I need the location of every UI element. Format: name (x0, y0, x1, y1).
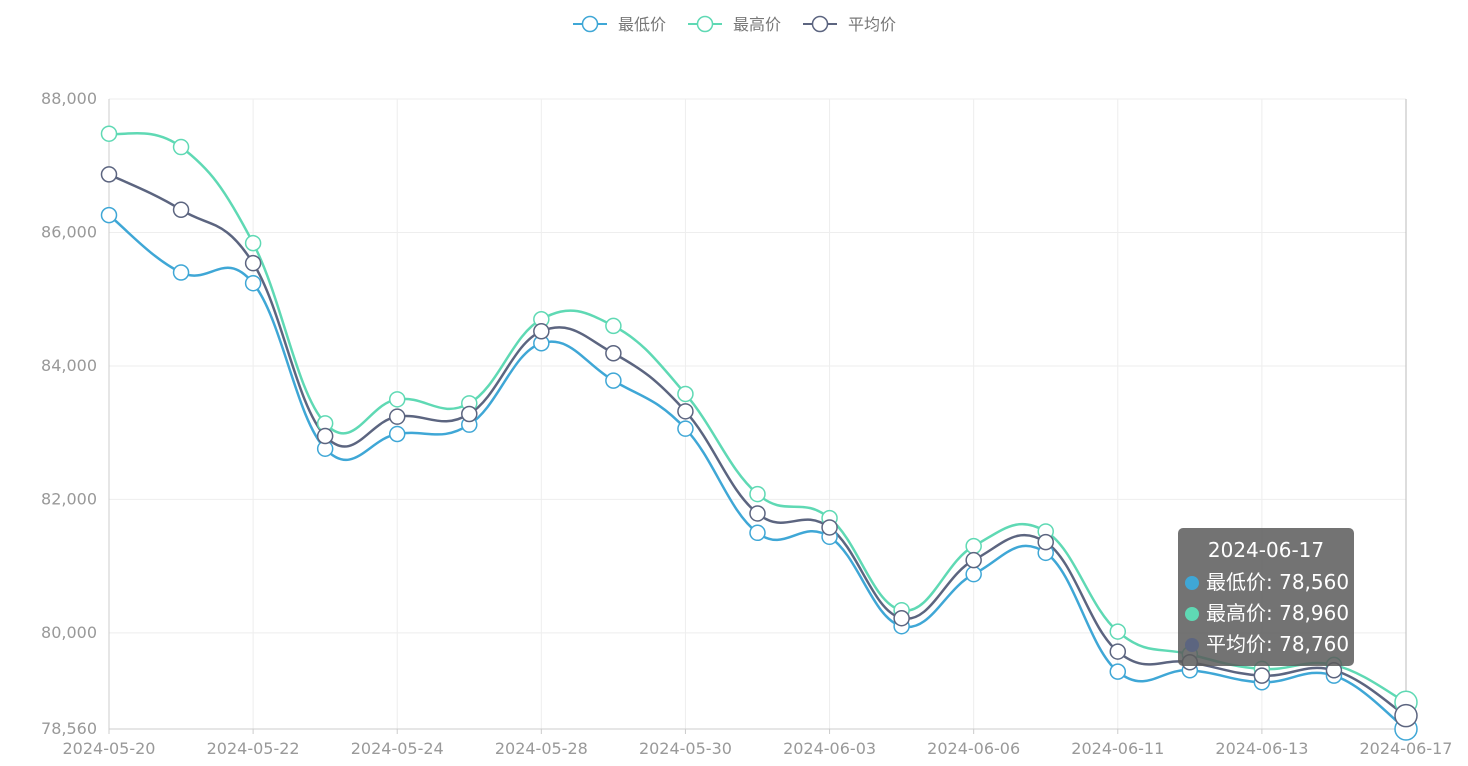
min-point[interactable] (677, 420, 694, 437)
tooltip-row-min: 最低价: 78,560 (1178, 567, 1354, 598)
legend-item-avg[interactable]: 平均价 (803, 15, 896, 34)
max-point[interactable] (172, 138, 190, 156)
tooltip-max-text: 最高价: 78,960 (1206, 601, 1350, 625)
avg-point[interactable] (677, 403, 694, 420)
tooltip-title: 2024-06-17 (1207, 538, 1325, 562)
max-point[interactable] (965, 537, 982, 555)
x-tick-label: 2024-05-24 (351, 739, 444, 758)
max-point[interactable] (677, 385, 694, 403)
min-point[interactable] (605, 372, 622, 389)
tooltip-max-dot (1185, 607, 1199, 621)
avg-point[interactable] (388, 408, 406, 425)
avg-point[interactable] (749, 505, 766, 522)
x-tick-label: 2024-06-17 (1360, 739, 1453, 758)
series-max-line (108, 131, 1407, 704)
x-tick-label: 2024-05-30 (639, 739, 732, 758)
tooltip-avg-dot (1185, 638, 1199, 652)
legend-min-label: 最低价 (618, 15, 666, 34)
max-point[interactable] (1109, 623, 1127, 640)
legend[interactable]: 最低价 最高价 平均价 (573, 15, 896, 34)
avg-point[interactable] (316, 427, 334, 445)
tooltip-min-text: 最低价: 78,560 (1206, 570, 1350, 594)
y-tick-label: 88,000 (41, 89, 97, 108)
x-tick-label: 2024-06-06 (927, 739, 1020, 758)
x-tick-label: 2024-06-03 (783, 739, 876, 758)
y-tick-label: 84,000 (41, 356, 97, 375)
avg-point[interactable] (1394, 703, 1418, 728)
avg-point[interactable] (605, 345, 622, 362)
avg-point[interactable] (1037, 533, 1054, 551)
min-point[interactable] (965, 565, 982, 583)
tooltip-row-max: 最高价: 78,960 (1178, 598, 1354, 629)
legend-max-label: 最高价 (733, 15, 781, 34)
x-tick-label: 2024-05-20 (63, 739, 156, 758)
x-tick-label: 2024-05-22 (207, 739, 300, 758)
max-point[interactable] (605, 317, 622, 335)
max-point[interactable] (749, 485, 766, 503)
avg-point[interactable] (533, 322, 550, 340)
min-point[interactable] (100, 206, 118, 224)
max-point[interactable] (100, 125, 118, 142)
y-tick-label: 80,000 (41, 623, 97, 642)
min-point[interactable] (749, 524, 766, 542)
min-point[interactable] (172, 264, 190, 281)
min-point[interactable] (1109, 663, 1127, 680)
min-point[interactable] (244, 274, 262, 292)
avg-point[interactable] (244, 254, 262, 272)
legend-avg-icon (811, 15, 829, 33)
legend-max-icon (696, 15, 714, 33)
avg-point[interactable] (461, 405, 478, 423)
y-tick-label: 82,000 (41, 489, 97, 508)
tooltip-min-dot (1185, 576, 1199, 590)
avg-point[interactable] (893, 609, 910, 627)
x-tick-label: 2024-06-13 (1215, 739, 1308, 758)
avg-point[interactable] (821, 519, 838, 536)
legend-item-min[interactable]: 最低价 (573, 15, 666, 34)
y-tick-label: 86,000 (41, 222, 97, 241)
avg-point[interactable] (1109, 643, 1127, 660)
tooltip-avg-text: 平均价: 78,760 (1206, 632, 1350, 656)
legend-avg-label: 平均价 (848, 15, 896, 34)
min-point[interactable] (388, 425, 406, 443)
max-point[interactable] (388, 391, 406, 408)
tooltip: 2024-06-17 最低价: 78,560 最高价: 78,960 平均价: … (1178, 528, 1354, 666)
tooltip-row-avg: 平均价: 78,760 (1178, 629, 1354, 660)
avg-point[interactable] (1253, 667, 1271, 684)
legend-min-icon (581, 15, 599, 33)
x-tick-label: 2024-05-28 (495, 739, 588, 758)
y-tick-label: 78,560 (41, 719, 97, 738)
legend-item-max[interactable]: 最高价 (688, 15, 781, 34)
avg-point[interactable] (172, 201, 190, 219)
avg-point[interactable] (965, 551, 982, 569)
max-point[interactable] (244, 234, 262, 252)
x-tick-label: 2024-06-11 (1071, 739, 1164, 758)
axes: 78,560 80,000 82,000 84,000 86,000 88,000 2024… (41, 89, 1452, 758)
avg-point[interactable] (100, 166, 118, 183)
